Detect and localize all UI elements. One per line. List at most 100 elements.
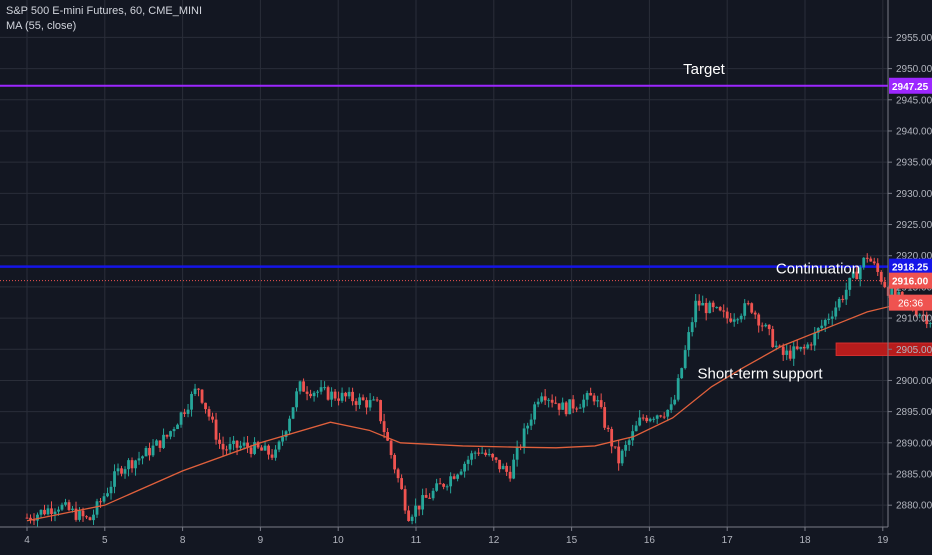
- candle-body: [270, 454, 274, 458]
- candle-body: [757, 314, 761, 326]
- price-tick-label: 2885.00: [896, 469, 932, 480]
- candle-body: [267, 445, 270, 455]
- candle-body: [624, 444, 628, 451]
- candle-body: [480, 452, 484, 454]
- candle-body: [848, 277, 852, 290]
- candle-body: [71, 508, 74, 510]
- candle-body: [302, 381, 305, 392]
- candle-body: [550, 399, 554, 403]
- candle-body: [281, 436, 284, 442]
- candle-body: [204, 402, 207, 410]
- candle-body: [676, 378, 680, 400]
- candle-body: [638, 417, 642, 426]
- candle-body: [599, 400, 603, 408]
- time-axis[interactable]: 4 5 8 9 10 11 12 15 16 17 18 19: [0, 526, 889, 546]
- time-tick-label: 8: [180, 535, 186, 546]
- candle-body: [718, 307, 722, 311]
- continuation-price-tag: 2918.25: [892, 263, 929, 274]
- candle-body: [697, 300, 701, 306]
- last-price-tag: 2916.00: [892, 277, 929, 288]
- candle-body: [928, 323, 932, 325]
- candle-body: [144, 447, 148, 457]
- candle-body: [890, 287, 894, 296]
- candle-body: [284, 431, 288, 437]
- candle-body: [197, 388, 200, 390]
- candle-body: [249, 447, 253, 454]
- grid: [0, 0, 888, 527]
- candle-body: [158, 440, 162, 448]
- candle-body: [662, 416, 666, 418]
- candle-body: [81, 510, 85, 517]
- candle-body: [592, 395, 596, 402]
- candle-body: [491, 453, 495, 458]
- candle-body: [428, 497, 432, 499]
- candle-body: [326, 387, 330, 400]
- candle-body: [767, 324, 771, 330]
- candle-body: [78, 510, 81, 520]
- indicator-title[interactable]: MA (55, close): [6, 20, 77, 32]
- candle-body: [526, 425, 530, 429]
- candle-body: [148, 447, 151, 456]
- candle-body: [246, 442, 249, 448]
- target-price-tag: 2947.25: [892, 82, 929, 93]
- candle-body: [106, 493, 109, 497]
- candle-body: [256, 442, 260, 448]
- candle-body: [557, 403, 561, 410]
- candle-body: [827, 318, 831, 320]
- candle-body: [36, 514, 39, 521]
- candle-body: [830, 316, 834, 319]
- support-zone-group[interactable]: [835, 342, 932, 356]
- candle-body: [568, 399, 572, 415]
- candle-body: [393, 455, 397, 470]
- horizontal-lines[interactable]: [0, 84, 888, 282]
- candle-body: [816, 328, 820, 333]
- candle-body: [582, 399, 586, 408]
- candle-body: [421, 495, 425, 510]
- candle-body: [729, 318, 733, 322]
- candle-body: [855, 271, 859, 280]
- time-tick-label: 10: [333, 535, 345, 546]
- candle-body: [746, 303, 750, 305]
- candle-body: [232, 440, 235, 444]
- candle-body: [596, 400, 600, 402]
- candle-body: [389, 440, 393, 456]
- candle-body: [141, 456, 144, 459]
- candle-body: [368, 400, 372, 408]
- price-tick-label: 2930.00: [896, 189, 932, 200]
- candle-body: [396, 469, 400, 479]
- time-tick-label: 9: [258, 535, 264, 546]
- candle-body: [172, 429, 176, 432]
- candle-body: [725, 311, 729, 319]
- price-axis[interactable]: 2880.00 2885.00 2890.00 2895.00 2900.00 2905.…: [887, 0, 932, 527]
- price-tick-label: 2955.00: [896, 33, 932, 44]
- candle-body: [690, 322, 694, 333]
- candle-body: [88, 517, 92, 521]
- candle-body: [221, 443, 225, 450]
- symbol-title[interactable]: S&P 500 E-mini Futures, 60, CME_MINI: [6, 5, 203, 17]
- candle-body: [704, 302, 708, 314]
- candle-body: [169, 431, 172, 437]
- moving-average-line: [26, 300, 932, 522]
- candle-body: [155, 440, 158, 446]
- candle-body: [540, 396, 544, 402]
- candle-body: [116, 468, 120, 472]
- candle-body: [529, 419, 533, 426]
- candle-body: [379, 400, 383, 422]
- candle-body: [547, 399, 551, 401]
- candle-body: [400, 478, 404, 490]
- candle-body: [925, 314, 929, 325]
- candle-body: [634, 425, 638, 432]
- candle-body: [809, 344, 813, 346]
- candle-body: [295, 391, 298, 408]
- candle-body: [463, 463, 467, 472]
- candle-body: [834, 307, 838, 317]
- candle-body: [253, 442, 256, 454]
- candle-body: [92, 514, 95, 521]
- candle-body: [85, 516, 88, 518]
- candle-body: [823, 319, 827, 326]
- candle-body: [333, 391, 337, 399]
- candle-body: [792, 346, 796, 359]
- time-tick-label: 5: [102, 535, 108, 546]
